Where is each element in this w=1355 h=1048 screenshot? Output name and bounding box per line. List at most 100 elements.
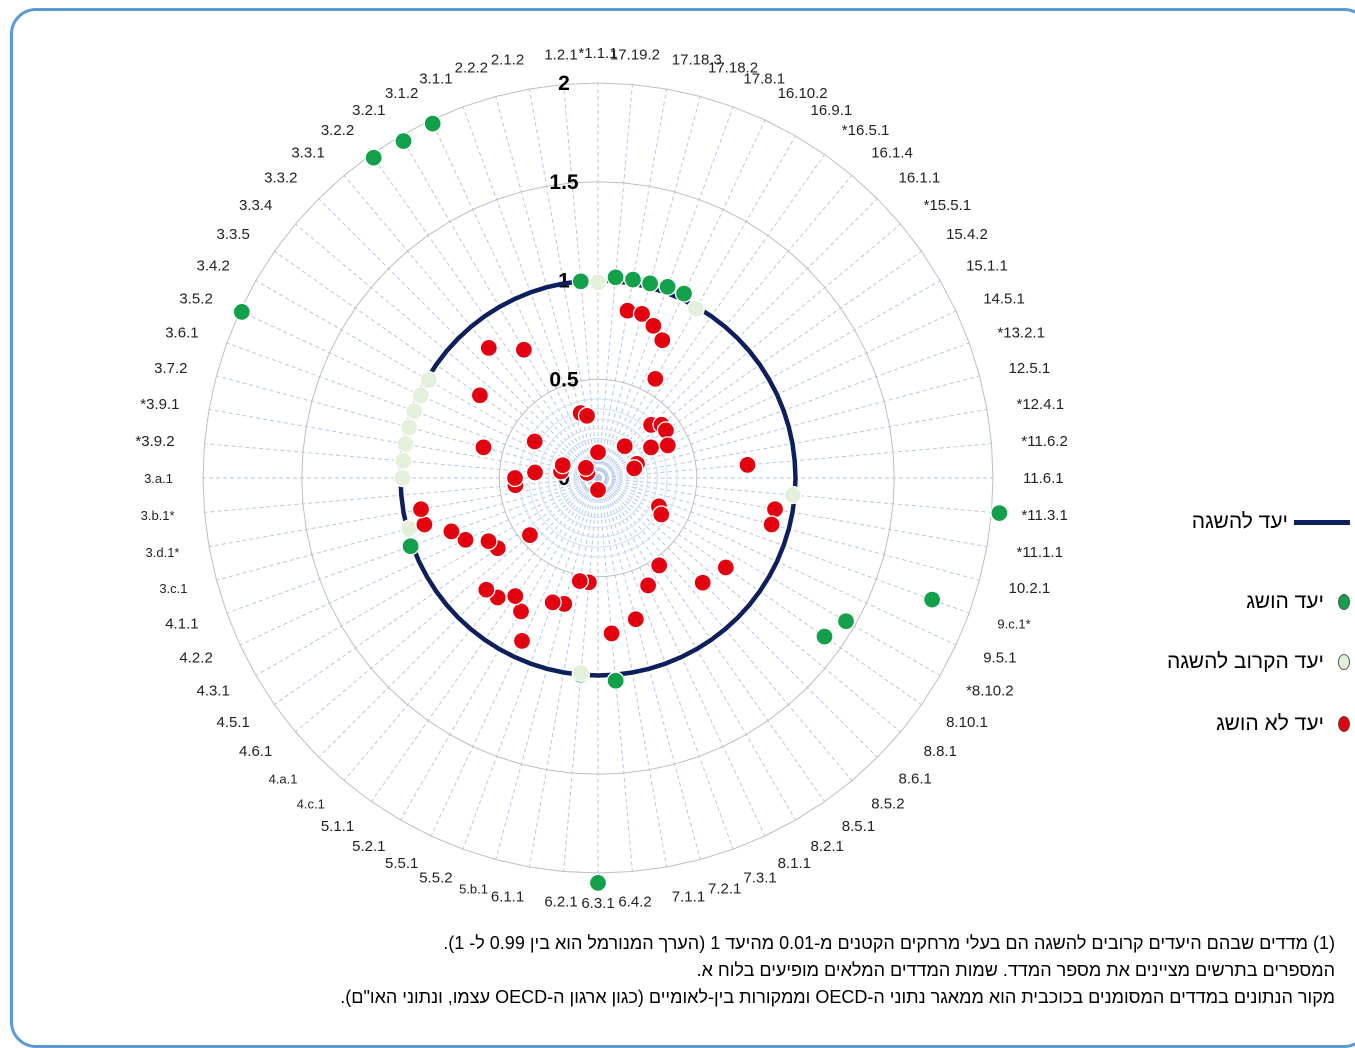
category-label: *11.1.1 — [1017, 544, 1063, 561]
category-label: 5.5.1 — [385, 855, 418, 872]
category-label: 15.4.2 — [946, 226, 988, 243]
category-label: 2.1.2 — [491, 52, 524, 69]
category-label: 16.1.1 — [899, 170, 941, 187]
category-label: *3.9.2 — [135, 433, 174, 450]
category-label: *1.1.1 — [578, 45, 617, 62]
category-label: *8.10.2 — [966, 683, 1014, 700]
data-point — [520, 525, 540, 545]
category-label: 8.5.2 — [871, 796, 904, 813]
data-point — [411, 500, 431, 519]
data-point — [738, 455, 757, 475]
category-label: 16.1.4 — [871, 144, 913, 161]
category-label: 10.2.1 — [1009, 580, 1051, 597]
grid-ring — [202, 82, 994, 874]
data-point — [571, 272, 590, 291]
data-point — [415, 515, 434, 534]
data-point — [652, 505, 671, 524]
category-label: 7.3.1 — [743, 869, 776, 886]
footnote-3: מקור הנתונים במדדים המסומנים בכוכבית הוא… — [340, 987, 1335, 1007]
category-label: 3.2.2 — [321, 122, 354, 139]
category-label: 6.4.2 — [618, 893, 651, 910]
data-point — [588, 480, 608, 500]
data-point — [396, 434, 415, 454]
category-label: *3.9.1 — [140, 396, 179, 413]
footnote-1: (1) מדדים שבהם היעדים קרובים להשגה הם בע… — [443, 933, 1335, 953]
category-label: 3.a.1 — [144, 471, 173, 486]
data-point — [625, 459, 644, 478]
data-point — [606, 268, 625, 287]
category-label: 4.c.1 — [297, 797, 325, 812]
data-point — [674, 284, 694, 303]
category-label: *12.4.1 — [1017, 396, 1065, 413]
data-point — [401, 537, 420, 556]
category-label: 8.1.1 — [778, 855, 811, 872]
data-point — [399, 418, 419, 437]
category-label: *13.2.1 — [997, 325, 1045, 342]
category-label: 12.5.1 — [1009, 360, 1051, 377]
data-point — [836, 612, 856, 631]
data-point — [411, 386, 430, 405]
data-point — [511, 602, 531, 621]
data-point — [477, 580, 496, 599]
data-point — [506, 586, 525, 606]
category-label: 3.4.2 — [197, 258, 230, 275]
legend-near-label: יעד הקרוב להשגה — [1166, 650, 1324, 673]
data-point — [576, 458, 596, 477]
category-label: 6.1.1 — [491, 889, 524, 906]
data-point — [456, 530, 475, 549]
category-label: 3.5.2 — [179, 290, 212, 307]
data-point — [394, 451, 413, 471]
category-label: 16.10.2 — [778, 85, 828, 102]
data-point — [505, 468, 525, 488]
category-label: 11.6.1 — [1023, 470, 1064, 487]
category-label: *11.3.1 — [1021, 507, 1067, 524]
data-point — [716, 558, 735, 577]
data-point — [393, 468, 412, 488]
data-point — [394, 131, 413, 151]
data-point — [570, 571, 589, 591]
data-point — [638, 576, 658, 595]
category-label: 5.5.2 — [419, 869, 452, 886]
legend-not-achieved: יעד לא הושג — [1216, 712, 1350, 736]
category-label: 4.2.2 — [179, 650, 212, 667]
data-point — [588, 273, 608, 292]
category-label: 3.3.5 — [217, 226, 250, 243]
category-label: 15.1.1 — [966, 258, 1008, 275]
data-point — [364, 148, 383, 167]
data-point — [653, 331, 672, 350]
legend-near: יעד הקרוב להשגה — [1167, 650, 1350, 674]
category-label: 3.3.2 — [264, 170, 297, 187]
data-point — [922, 590, 942, 609]
r-tick-label: 1 — [558, 270, 570, 293]
category-label: 3.6.1 — [165, 325, 198, 342]
data-point — [815, 627, 834, 646]
category-label: 3.b.1* — [141, 508, 175, 523]
data-point — [543, 593, 562, 612]
category-label: 3.c.1 — [159, 581, 187, 596]
data-point — [990, 503, 1009, 523]
data-point — [423, 114, 442, 133]
category-label: 8.10.1 — [946, 714, 988, 731]
radar-chart: 00.511.52*1.1.117.19.217.18.317.18.217.8… — [135, 45, 1067, 912]
category-label: 6.2.1 — [544, 893, 577, 910]
r-tick-label: 2 — [558, 72, 570, 95]
data-point — [474, 438, 493, 457]
legend-near-marker — [1338, 654, 1350, 670]
category-label: 4.5.1 — [217, 714, 250, 731]
data-point — [641, 438, 661, 457]
category-label: 8.6.1 — [899, 771, 932, 788]
category-label: 9.5.1 — [983, 650, 1016, 667]
category-label: 17.8.1 — [743, 71, 785, 88]
data-point — [512, 631, 532, 651]
data-point — [442, 522, 461, 541]
category-label: 3.d.1* — [146, 545, 180, 560]
data-point — [525, 463, 545, 482]
data-point — [405, 401, 424, 421]
legend-achieved-label: יעד הושג — [1246, 590, 1324, 613]
data-point — [762, 515, 781, 534]
legend-target-label: יעד להשגה — [1191, 510, 1288, 533]
category-label: 4.6.1 — [239, 743, 272, 760]
category-label: 16.9.1 — [811, 102, 853, 119]
data-point — [765, 500, 785, 519]
data-point — [632, 304, 652, 324]
